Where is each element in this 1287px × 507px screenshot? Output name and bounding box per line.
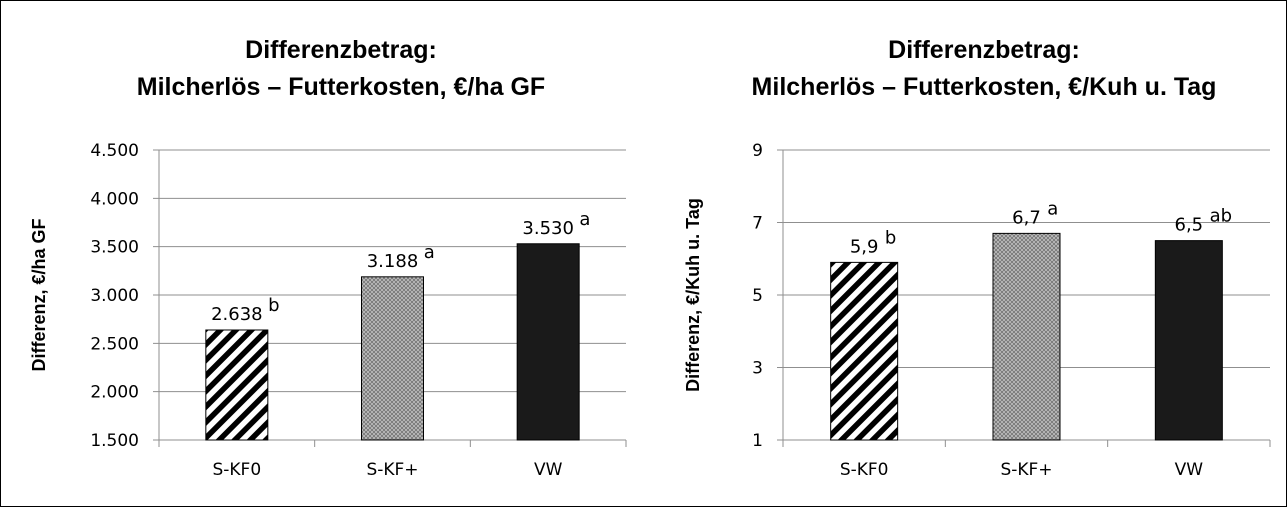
chart-1-x-tick-label: S-KF0 [212,460,261,480]
chart-1-significance-letter: b [268,295,279,316]
chart-1-y-axis-label: Differenz, €/ha GF [29,218,49,371]
chart-1-y-tick-label: 3.000 [90,286,139,306]
chart-1-x-tick-label: VW [534,460,563,480]
chart-1-y-tick-label: 2.500 [90,334,139,354]
chart-2-y-tick-label: 5 [752,286,763,306]
chart-2-y-tick-label: 9 [752,141,763,161]
chart-1-value-label: 3.530 [522,218,574,239]
chart-1-y-tick-label: 4.500 [90,141,139,161]
chart-2-x-tick-label: S-KF+ [1000,460,1052,480]
chart-1-x-tick-label: S-KF+ [366,460,418,480]
chart-2-value-label: 5,9 [850,236,879,257]
chart-1-title-line-1: Differenzbetrag: [245,36,437,64]
chart-2-significance-letter: ab [1210,206,1232,227]
chart-1-y-tick-label: 3.500 [90,238,139,258]
chart-2-title-line-2: Milcherlös – Futterkosten, €/Kuh u. Tag [752,73,1217,101]
chart-2-bars [830,232,1223,441]
chart-1-significance-letter: a [424,242,435,263]
chart-2-value-label: 6,7 [1012,207,1041,228]
chart-1-y-tick-label: 2.000 [90,383,139,403]
chart-2-significance-letter: a [1047,198,1058,219]
chart-2-labels: 1 3 5 7 9 5,9 b S-KF0 6,7 a S-KF+ 6,5 ab VW [752,141,1232,480]
chart-1-bars [205,243,580,441]
chart-2-y-tick-label: 3 [752,359,763,379]
chart-2-bar-vw [1154,240,1223,441]
chart-2-x-tick-label: S-KF0 [840,460,889,480]
chart-1-y-tick-label: 1.500 [90,431,139,451]
chart-1-significance-letter: a [579,209,590,230]
chart-1-bar-s-kf0 [205,329,269,441]
chart-2-value-label: 6,5 [1175,215,1204,236]
chart-1-value-label: 3.188 [367,251,419,272]
chart-1-bar-vw [516,243,580,441]
chart-2-y-tick-label: 1 [752,431,763,451]
chart-2-x-tick-label: VW [1175,460,1204,480]
chart-2-bar-s-kf- [992,232,1061,441]
chart-2-title-line-1: Differenzbetrag: [888,36,1080,64]
chart-2-y-axis-label: Differenz, €/Kuh u. Tag [683,198,703,392]
chart-1-value-label: 2.638 [211,304,263,325]
chart-2-bar-s-kf0 [830,261,899,441]
chart-2: Differenzbetrag: Milcherlös – Futterkost… [683,36,1271,480]
chart-2-y-tick-label: 7 [752,214,763,234]
chart-1-bar-s-kf- [361,276,424,441]
chart-2-significance-letter: b [885,227,896,248]
chart-1-labels: 1.500 2.000 2.500 3.000 3.500 4.000 4.500 2.638… [90,141,590,480]
chart-1: Differenzbetrag: Milcherlös – Futterkost… [29,36,627,480]
chart-1-y-tick-label: 4.000 [90,189,139,209]
chart-1-title-line-2: Milcherlös – Futterkosten, €/ha GF [137,73,545,101]
